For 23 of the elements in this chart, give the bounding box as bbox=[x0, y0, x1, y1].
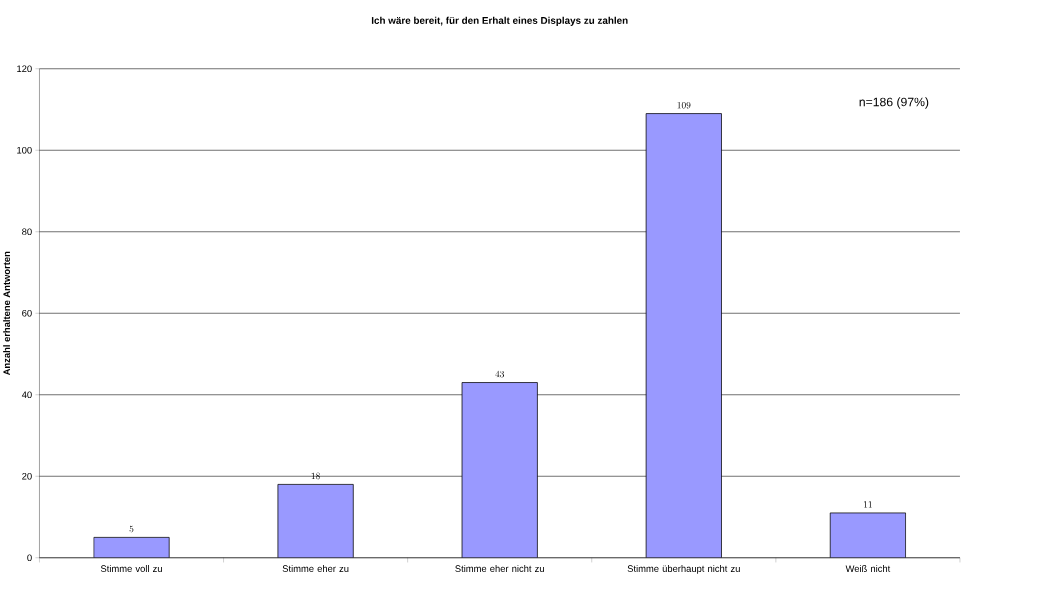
x-tick-label: Weiß nicht bbox=[845, 565, 891, 572]
x-tick-label: Stimme überhaupt nicht zu bbox=[627, 565, 740, 574]
y-tick-label: 40 bbox=[21, 391, 32, 399]
y-tick-label: 60 bbox=[22, 309, 32, 317]
y-tick-label: 100 bbox=[17, 146, 32, 154]
data-label: 11 bbox=[864, 501, 872, 508]
x-tick-label: Stimme eher nicht zu bbox=[455, 565, 544, 572]
x-tick-label: Stimme voll zu bbox=[100, 565, 162, 572]
bar bbox=[277, 484, 354, 558]
data-label: 18 bbox=[311, 472, 320, 480]
data-label: 5 bbox=[129, 525, 134, 533]
annotation: n=186 (97%) bbox=[859, 97, 929, 109]
y-tick-label: 20 bbox=[22, 472, 32, 480]
y-tick-label: 0 bbox=[27, 554, 32, 562]
bar bbox=[93, 537, 170, 558]
bar bbox=[829, 512, 906, 558]
y-tick-label: 80 bbox=[22, 228, 32, 236]
chart-title: Ich wäre bereit, für den Erhalt eines Displays zu zahlen bbox=[371, 16, 628, 26]
y-tick-label: 120 bbox=[17, 65, 32, 73]
x-tick-label: Stimme eher zu bbox=[282, 565, 349, 572]
y-axis-title: Anzahl erhaltene Antworten bbox=[3, 251, 11, 376]
data-label: 43 bbox=[495, 370, 505, 378]
data-label: 109 bbox=[677, 101, 691, 109]
